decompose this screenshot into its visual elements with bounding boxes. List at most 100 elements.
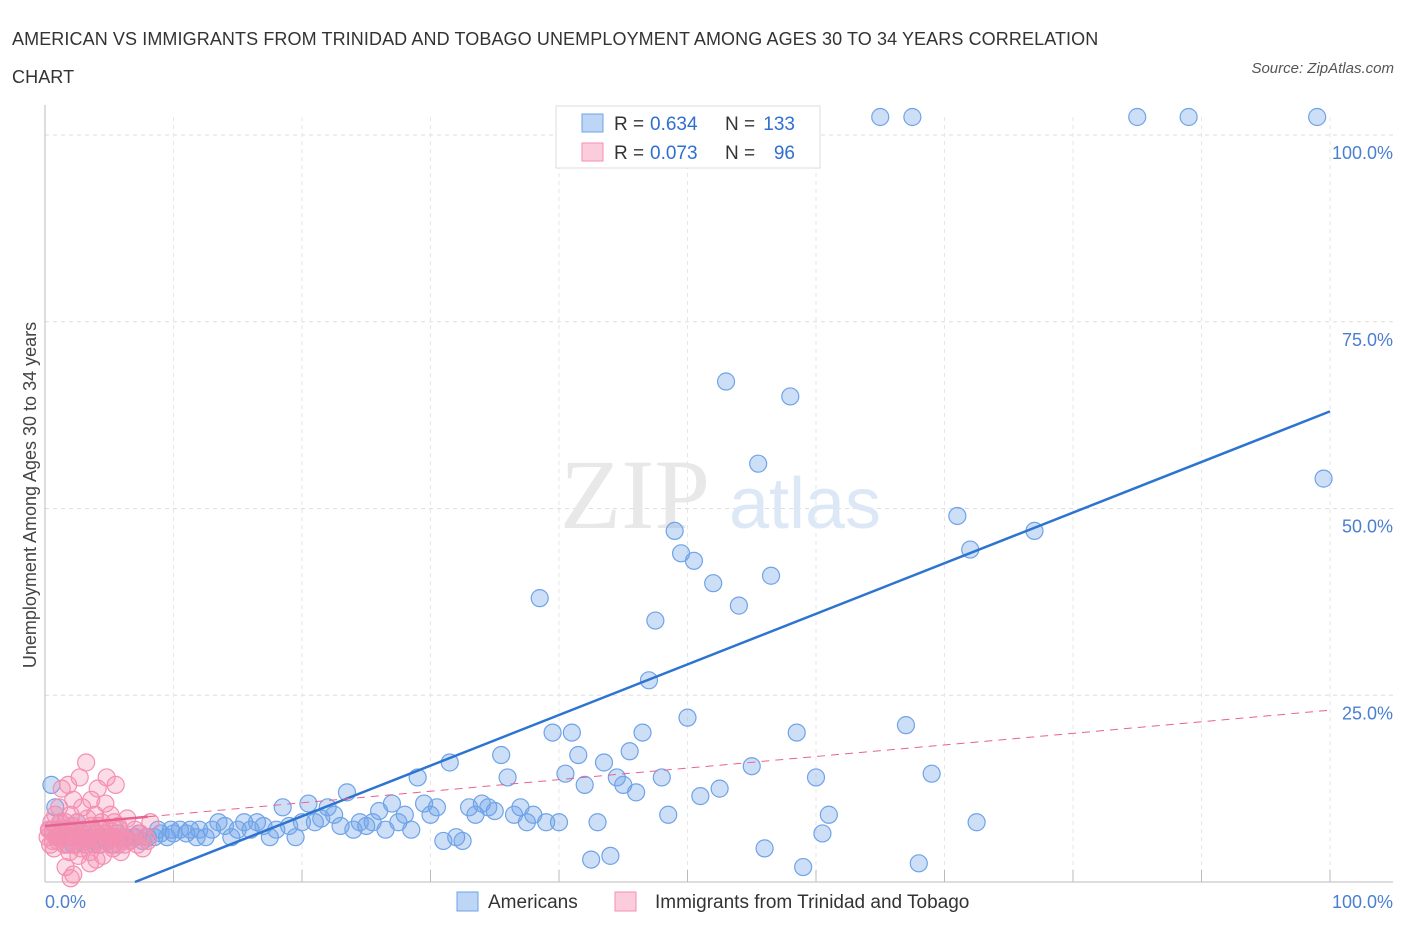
trend-lines: [44, 410, 1331, 884]
americans-point: [1308, 107, 1327, 127]
americans-point: [607, 768, 626, 787]
stats-legend-swatch: [581, 142, 604, 162]
americans-point: [485, 801, 504, 821]
chart-source: Source: ZipAtlas.com: [1251, 60, 1394, 77]
americans-point: [646, 611, 665, 630]
americans-point: [633, 723, 652, 742]
stats-r-label: R =: [614, 114, 644, 135]
americans-point: [453, 831, 472, 851]
watermark: ZIP atlas: [560, 439, 881, 550]
americans-point: [626, 783, 646, 802]
stats-legend-box: [555, 105, 821, 169]
americans-point: [299, 794, 318, 813]
series-legend-label: Immigrants from Trinidad and Tobago: [655, 892, 969, 913]
americans-point: [582, 850, 601, 869]
trinidad-point: [56, 857, 75, 877]
americans-point: [749, 454, 768, 473]
americans-point: [235, 813, 254, 832]
trinidad-point: [89, 831, 109, 851]
americans-point: [781, 387, 800, 406]
trinidad-point: [59, 835, 78, 854]
americans-point: [813, 824, 832, 843]
stats-r-value: 0.073: [650, 143, 698, 164]
americans-point: [273, 798, 292, 817]
americans-point: [1314, 469, 1333, 488]
trinidad-point: [82, 790, 101, 809]
americans-point: [530, 589, 549, 608]
americans-point: [492, 745, 511, 765]
trinidad-point: [77, 753, 96, 772]
y-tick-label: 75.0%: [1342, 330, 1393, 350]
y-tick-label: 50.0%: [1342, 517, 1393, 537]
series-legend: Americans Immigrants from Trinidad and To…: [456, 891, 969, 913]
americans-point: [537, 813, 556, 832]
americans-point: [659, 805, 678, 824]
americans-point: [543, 723, 562, 742]
americans-point: [761, 566, 781, 585]
watermark-zip: ZIP: [560, 439, 710, 550]
y-axis-label: Unemployment Among Ages 30 to 34 years: [20, 322, 40, 668]
americans-point: [665, 521, 684, 541]
americans-point: [562, 723, 581, 742]
y-tick-label: 100.0%: [1332, 143, 1393, 163]
series-legend-swatch: [614, 891, 637, 912]
trinidad-trend-line-solid: [44, 815, 148, 828]
americans-point: [691, 786, 710, 806]
stats-n-label: N =: [725, 114, 755, 135]
stats-r-value: 0.634: [650, 114, 698, 135]
watermark-atlas: atlas: [729, 464, 881, 544]
trinidad-trend-line-dashed: [147, 709, 1331, 818]
americans-point: [427, 798, 447, 817]
americans-point: [871, 107, 890, 127]
americans-point: [794, 857, 813, 877]
americans-point: [903, 107, 922, 127]
trinidad-point: [74, 824, 93, 843]
americans-trend-line: [134, 410, 1331, 884]
trinidad-point: [112, 831, 132, 851]
americans-point: [1128, 107, 1147, 127]
americans-point: [517, 813, 536, 832]
americans-point: [549, 813, 569, 832]
americans-point: [601, 846, 620, 865]
americans-point: [498, 768, 517, 787]
series-legend-label: Americans: [488, 892, 578, 913]
trinidad-point: [51, 813, 70, 832]
americans-point: [729, 596, 749, 615]
x-tick-label: 0.0%: [45, 892, 86, 912]
chart-title: AMERICAN VS IMMIGRANTS FROM TRINIDAD AND…: [12, 29, 1099, 87]
stats-legend: R = 0.634 N = 133 R = 0.073 N = 96: [555, 105, 821, 169]
stats-legend-swatch: [581, 113, 604, 133]
stats-n-label: N =: [725, 143, 755, 164]
americans-point: [620, 742, 639, 761]
axes: 25.0% 50.0% 75.0% 100.0% 0.0% 100.0% Unemploym…: [20, 105, 1393, 912]
trinidad-point: [86, 805, 105, 824]
series-legend-swatch: [456, 891, 479, 912]
trinidad-point: [69, 846, 88, 865]
americans-point: [755, 839, 774, 858]
americans-point: [716, 372, 736, 391]
americans-point: [190, 820, 209, 839]
trinidad-point: [106, 775, 125, 794]
trinidad-point: [138, 831, 157, 851]
americans-point: [678, 708, 697, 727]
americans-point: [896, 716, 916, 735]
americans-point: [948, 506, 967, 526]
stats-n-value: 133: [763, 114, 795, 135]
americans-point: [569, 745, 588, 765]
americans-point: [588, 813, 607, 832]
americans-point: [556, 764, 575, 783]
americans-point: [742, 757, 761, 776]
americans-point: [228, 820, 247, 839]
americans-point: [652, 768, 671, 787]
stats-r-label: R =: [614, 143, 644, 164]
trinidad-point: [109, 816, 128, 836]
americans-point: [402, 820, 421, 839]
americans-point: [421, 805, 440, 824]
trinidad-point: [87, 850, 106, 869]
y-tick-label: 25.0%: [1342, 703, 1393, 723]
americans-point: [684, 551, 704, 570]
americans-point: [710, 779, 729, 798]
stats-n-value: 96: [774, 143, 795, 164]
americans-point: [806, 768, 826, 787]
